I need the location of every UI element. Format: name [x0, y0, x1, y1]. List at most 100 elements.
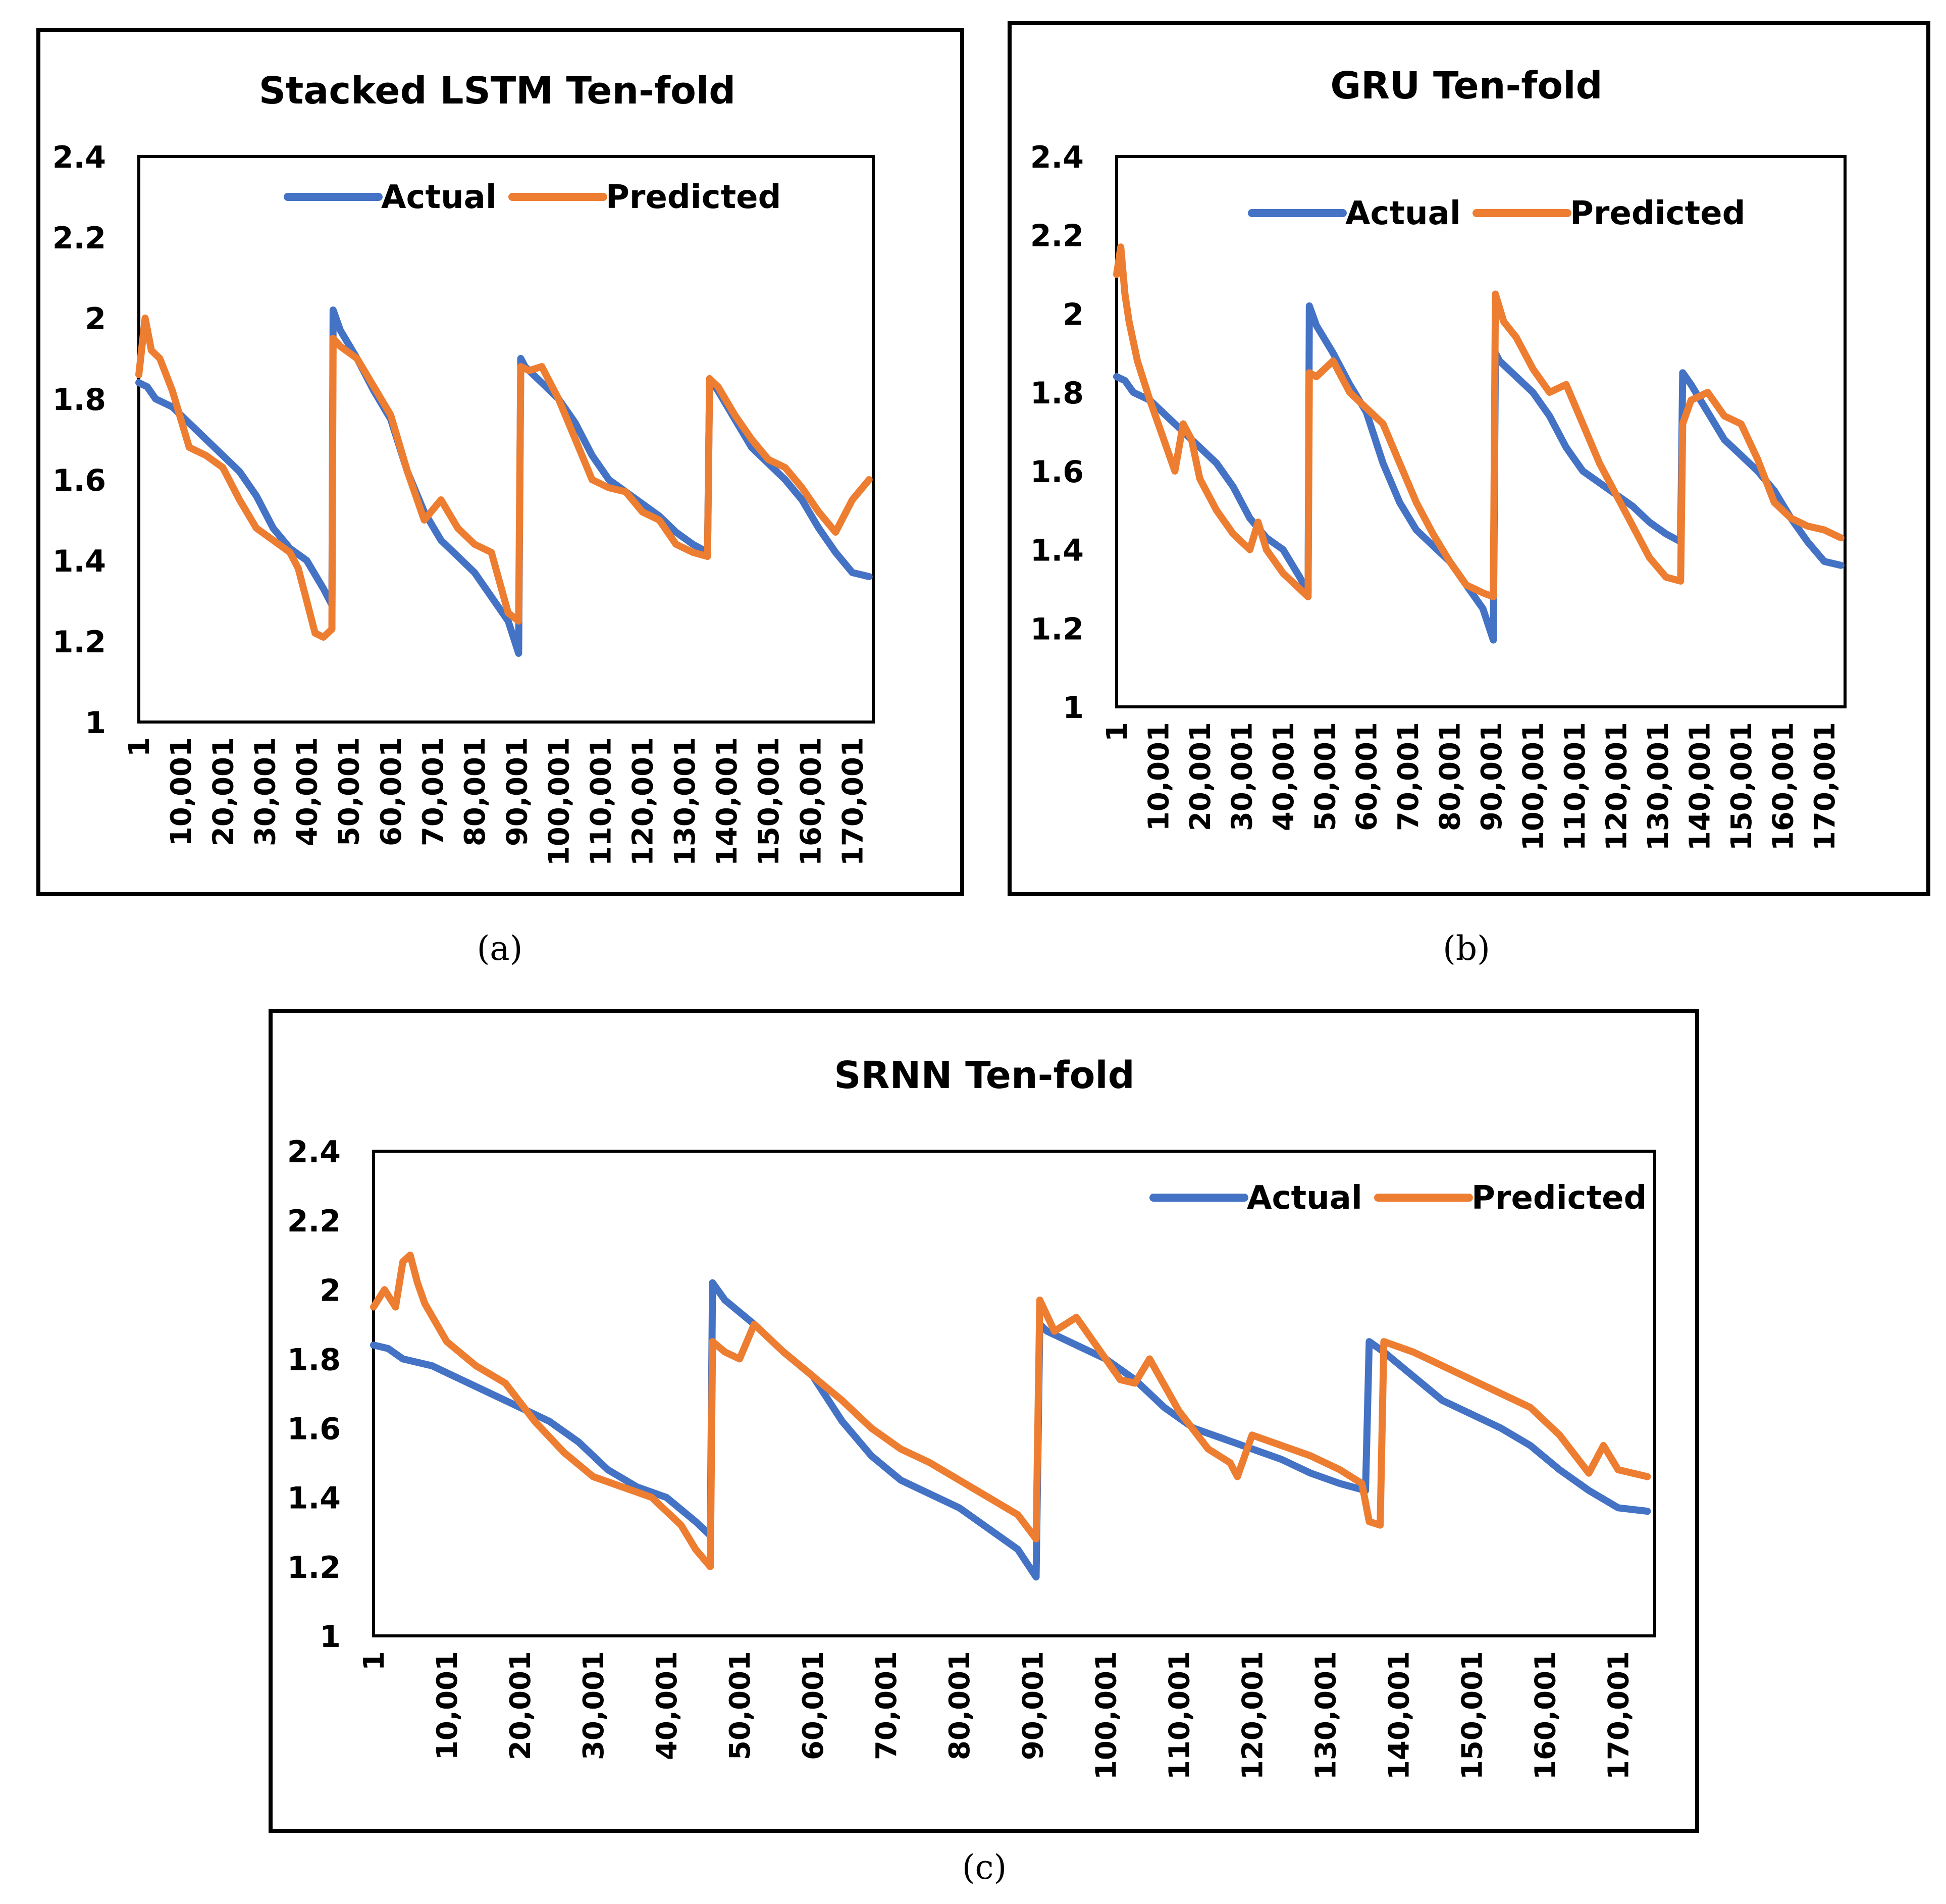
- x-tick-label: 10,001: [165, 737, 198, 846]
- x-tick-label: 130,001: [669, 737, 702, 866]
- x-tick-label: 30,001: [577, 1651, 610, 1760]
- x-tick-label: 140,001: [1383, 1651, 1415, 1780]
- y-tick-label: 1.4: [287, 1481, 341, 1516]
- x-tick-label: 140,001: [711, 737, 744, 866]
- x-tick-label: 50,001: [1309, 722, 1342, 831]
- x-tick-label: 130,001: [1309, 1651, 1342, 1780]
- x-tick-label: 50,001: [333, 737, 366, 846]
- x-tick-label: 120,001: [1600, 722, 1633, 851]
- panel-c-frame: [269, 1009, 1699, 1833]
- y-tick-label: 1.8: [1030, 376, 1084, 411]
- y-tick-label: 2.4: [1030, 140, 1084, 175]
- x-tick-label: 110,001: [585, 737, 618, 866]
- y-tick-label: 1.6: [52, 463, 106, 498]
- legend-label-actual: Actual: [1345, 195, 1461, 232]
- chart-title-c: SRNN Ten-fold: [834, 1054, 1135, 1097]
- x-tick-label: 130,001: [1642, 722, 1675, 851]
- caption-c: (c): [962, 1848, 1007, 1887]
- x-tick-label: 50,001: [724, 1651, 757, 1760]
- y-tick-label: 2.2: [287, 1204, 341, 1239]
- caption-b: (b): [1443, 929, 1490, 968]
- plot-area-a: [137, 155, 875, 724]
- x-tick-label: 60,001: [1351, 722, 1384, 831]
- x-tick-label: 10,001: [431, 1651, 464, 1760]
- x-tick-label: 30,001: [249, 737, 282, 846]
- x-tick-label: 150,001: [1456, 1651, 1489, 1780]
- series-line-actual: [1113, 302, 1845, 644]
- x-tick-label: 80,001: [1434, 722, 1467, 831]
- y-tick-label: 1.2: [287, 1550, 341, 1585]
- x-tick-label: 90,001: [1476, 722, 1508, 831]
- x-tick-label: 90,001: [501, 737, 534, 846]
- y-tick-label: 2: [320, 1273, 341, 1308]
- caption-a: (a): [477, 929, 523, 968]
- series-line-predicted: [1113, 243, 1845, 600]
- y-tick-label: 1.8: [52, 382, 106, 418]
- x-tick-label: 70,001: [417, 737, 450, 846]
- x-tick-label: 1: [123, 737, 156, 757]
- x-tick-label: 10,001: [1142, 722, 1175, 831]
- x-tick-label: 120,001: [627, 737, 660, 866]
- x-tick-label: 20,001: [1184, 722, 1217, 831]
- y-tick-label: 2.4: [287, 1135, 341, 1170]
- series-line-actual: [370, 1279, 1651, 1581]
- legend-label-predicted: Predicted: [1570, 195, 1745, 232]
- x-tick-label: 120,001: [1236, 1651, 1269, 1780]
- x-tick-label: 140,001: [1684, 722, 1716, 851]
- x-tick-label: 60,001: [375, 737, 408, 846]
- x-tick-label: 20,001: [207, 737, 240, 846]
- panel-a-frame: [36, 28, 964, 896]
- y-tick-label: 1: [1063, 690, 1084, 726]
- y-tick-label: 1.8: [287, 1342, 341, 1377]
- x-tick-label: 80,001: [459, 737, 492, 846]
- series-line-predicted: [370, 1251, 1651, 1570]
- series-line-predicted: [135, 315, 873, 641]
- x-tick-label: 150,001: [753, 737, 785, 866]
- x-tick-label: 60,001: [797, 1651, 830, 1760]
- x-tick-label: 100,001: [1517, 722, 1550, 851]
- x-tick-label: 110,001: [1163, 1651, 1196, 1780]
- y-tick-label: 1.4: [52, 544, 106, 579]
- x-tick-label: 70,001: [1392, 722, 1425, 831]
- x-tick-label: 160,001: [1767, 722, 1800, 851]
- plot-area-b: [1115, 155, 1847, 708]
- x-tick-label: 30,001: [1226, 722, 1258, 831]
- legend-label-actual: Actual: [1247, 1179, 1362, 1217]
- y-tick-label: 1.6: [287, 1412, 341, 1447]
- y-tick-label: 1.2: [52, 625, 106, 660]
- y-tick-label: 2.4: [52, 140, 106, 175]
- y-tick-label: 1: [320, 1619, 341, 1655]
- x-tick-label: 170,001: [836, 737, 869, 866]
- x-tick-label: 170,001: [1809, 722, 1842, 851]
- x-tick-label: 160,001: [1529, 1651, 1562, 1780]
- x-tick-label: 170,001: [1602, 1651, 1635, 1780]
- y-tick-label: 2: [1063, 297, 1084, 332]
- x-tick-label: 20,001: [504, 1651, 537, 1760]
- x-tick-label: 110,001: [1559, 722, 1592, 851]
- legend-label-actual: Actual: [381, 179, 497, 216]
- x-tick-label: 70,001: [870, 1651, 903, 1760]
- y-tick-label: 2.2: [52, 221, 106, 256]
- chart-title-b: GRU Ten-fold: [1330, 64, 1602, 108]
- x-tick-label: 1: [1101, 722, 1134, 742]
- plot-area-c: [372, 1150, 1656, 1637]
- x-tick-label: 40,001: [651, 1651, 683, 1760]
- chart-title-a: Stacked LSTM Ten-fold: [259, 69, 736, 113]
- x-tick-label: 90,001: [1017, 1651, 1049, 1760]
- y-tick-label: 1: [85, 705, 106, 741]
- y-tick-label: 2: [85, 301, 106, 337]
- y-tick-label: 2.2: [1030, 219, 1084, 254]
- y-tick-label: 1.2: [1030, 611, 1084, 647]
- x-tick-label: 150,001: [1725, 722, 1758, 851]
- legend-label-predicted: Predicted: [606, 179, 781, 216]
- x-tick-label: 160,001: [795, 737, 827, 866]
- x-tick-label: 100,001: [1090, 1651, 1123, 1780]
- x-tick-label: 40,001: [1268, 722, 1300, 831]
- panel-b-frame: [1008, 21, 1930, 896]
- legend-label-predicted: Predicted: [1471, 1179, 1647, 1217]
- x-tick-label: 40,001: [291, 737, 324, 846]
